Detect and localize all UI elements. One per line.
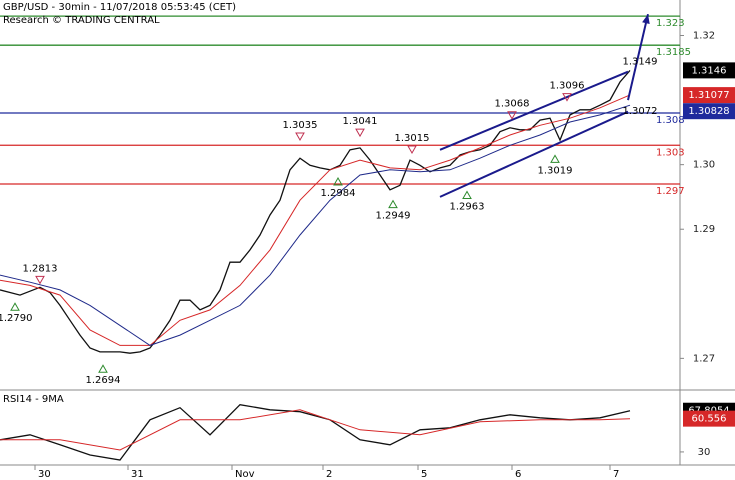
price-tag (683, 62, 735, 79)
arrow-head (642, 14, 650, 25)
x-tick-label: 6 (515, 469, 521, 480)
x-tick-label: 30 (38, 469, 51, 480)
pivot-label: 1.3019 (538, 165, 573, 176)
pivot-high-marker (355, 128, 365, 138)
pivot-label: 1.3041 (343, 116, 378, 127)
pivot-label: 1.2694 (86, 375, 121, 386)
pivot-low-marker (98, 364, 108, 373)
pivot-high-marker (407, 145, 417, 154)
price-tag (683, 103, 735, 120)
pivot-label: 1.2984 (321, 188, 356, 199)
pivot-low-marker (462, 190, 472, 200)
pivot-label: 1.3096 (550, 81, 585, 92)
x-tick-label: Nov (235, 469, 255, 480)
pivot-high-marker (507, 111, 517, 120)
panel-title: RSI14 - 9MA (3, 394, 64, 405)
pivot-label: 1.2813 (23, 263, 58, 274)
pivot-low-marker (10, 302, 20, 311)
chart-subtitle: Research © TRADING CENTRAL (3, 15, 160, 26)
y-tick-label: 1.29 (693, 224, 715, 235)
pivot-label: 1.2949 (376, 211, 411, 222)
pivot-high-marker (295, 132, 305, 142)
series-line (0, 94, 631, 346)
price-tag-label: 60.556 (692, 414, 727, 425)
y-tick-label: 1.32 (693, 31, 715, 42)
level-label: 1.3185 (656, 47, 691, 58)
pivot-low-marker (550, 154, 560, 163)
forecast-arrow (627, 13, 649, 101)
pivot-label: 1.3015 (395, 133, 430, 144)
pivot-label: 1.3068 (495, 99, 530, 110)
series-line (0, 104, 631, 346)
x-tick-label: 2 (326, 469, 332, 480)
x-tick-label: 31 (131, 469, 144, 480)
y-tick-label: 1.27 (693, 353, 715, 364)
pivot-label: 1.2963 (450, 202, 485, 213)
price-tag-label: 1.3146 (692, 65, 727, 76)
price-tag-label: 1.30828 (688, 106, 729, 117)
level-label: 1.303 (656, 147, 685, 158)
x-tick-label: 7 (613, 469, 619, 480)
pivot-high-marker (562, 93, 572, 102)
pivot-low-marker (333, 176, 343, 186)
pivot-high-marker (35, 275, 45, 285)
price-tag (683, 410, 735, 427)
y-tick-label: 30 (698, 447, 711, 458)
pivot-label: 1.2790 (0, 313, 33, 324)
level-label: 1.297 (656, 186, 685, 197)
pivot-label: 1.3072 (623, 106, 658, 117)
y-tick-label: 1.30 (693, 160, 715, 171)
pivot-label: 1.3035 (283, 120, 318, 131)
series-line (0, 409, 631, 451)
x-tick-label: 5 (421, 469, 427, 480)
level-label: 1.308 (656, 115, 685, 126)
channel-line (439, 110, 629, 198)
pivot-low-marker (388, 199, 398, 209)
level-label: 1.323 (656, 18, 685, 29)
price-tag-label: 1.31077 (688, 90, 729, 101)
channel-line (439, 70, 629, 151)
price-tag (683, 87, 735, 104)
series-line (0, 404, 631, 461)
chart-title: GBP/USD - 30min - 11/07/2018 05:53:45 (C… (3, 2, 236, 13)
pivot-label: 1.3149 (623, 56, 658, 67)
